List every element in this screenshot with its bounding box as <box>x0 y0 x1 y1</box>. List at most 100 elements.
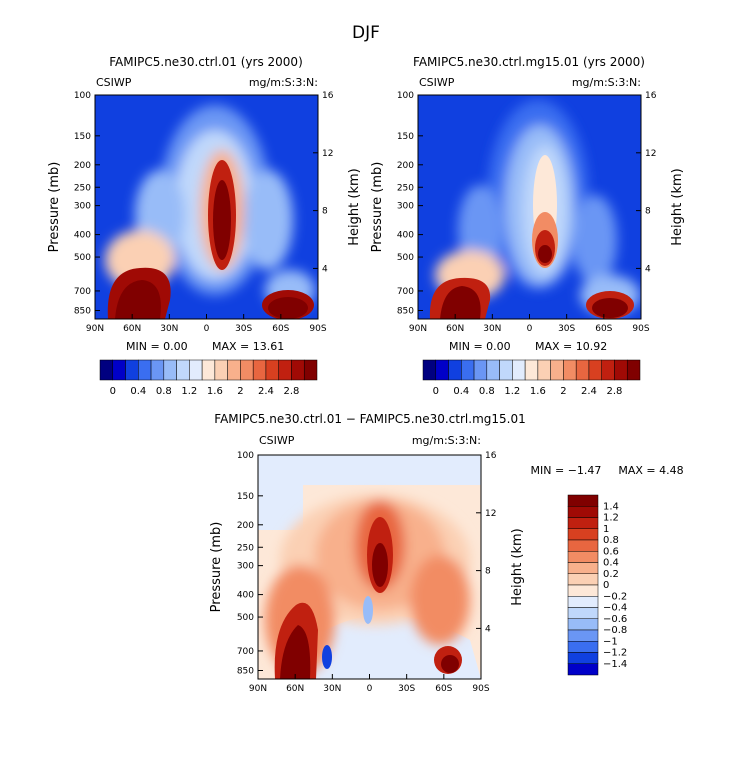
x-tick-label: 60S <box>435 684 452 694</box>
y-tick-label: 500 <box>237 613 254 623</box>
y-tick-label: 100 <box>74 91 91 101</box>
colorbar-tick-label: 2.4 <box>258 386 274 397</box>
y-tick-label: 400 <box>237 591 254 601</box>
colorbar-tick-label: −0.6 <box>603 614 627 625</box>
colorbar-swatch <box>138 359 152 381</box>
colorbar-tick-label: 0 <box>110 386 116 397</box>
x-tick-label: 30S <box>398 684 415 694</box>
panel-3-colorbar: 1.41.210.80.60.40.20−0.2−0.4−0.6−0.8−1−1… <box>567 494 627 676</box>
colorbar-swatch <box>303 359 318 381</box>
y-tick-label: 700 <box>397 287 414 297</box>
colorbar-swatch <box>550 359 564 381</box>
x-tick-label: 60S <box>595 324 612 334</box>
colorbar-swatch <box>567 494 599 507</box>
x-tick-label: 60N <box>446 324 464 334</box>
colorbar-swatch <box>99 359 114 381</box>
colorbar-swatch <box>537 359 551 381</box>
colorbar-swatch <box>575 359 590 381</box>
y2-tick-label: 16 <box>645 91 657 101</box>
colorbar-swatch <box>567 596 599 608</box>
colorbar-tick-label: 2 <box>237 386 243 397</box>
colorbar-tick-label: −0.2 <box>603 591 627 602</box>
y2-tick-label: 8 <box>485 567 491 577</box>
colorbar-swatch <box>461 359 475 381</box>
y-tick-label: 850 <box>237 666 254 676</box>
panel-2-title: FAMIPC5.ne30.ctrl.mg15.01 (yrs 2000) <box>413 55 645 69</box>
y-tick-label: 700 <box>74 287 91 297</box>
colorbar-swatch <box>567 584 599 597</box>
colorbar-swatch <box>125 359 139 381</box>
colorbar-swatch <box>163 359 177 381</box>
colorbar-tick-label: 1.6 <box>207 386 223 397</box>
colorbar-swatch <box>567 663 599 676</box>
colorbar-swatch <box>567 506 599 518</box>
colorbar-tick-label: 0 <box>603 580 609 591</box>
panel-3-units: mg/m:S:3:N: <box>412 434 481 447</box>
colorbar-swatch <box>112 359 126 381</box>
colorbar-swatch <box>614 359 628 381</box>
colorbar-swatch <box>240 359 254 381</box>
y-tick-label: 100 <box>397 91 414 101</box>
y2-tick-label: 4 <box>645 264 651 274</box>
panel-2-y2label: Height (km) <box>670 168 685 245</box>
colorbar-tick-label: 0.2 <box>603 569 619 580</box>
colorbar-swatch <box>567 539 599 552</box>
y2-tick-label: 12 <box>485 509 496 519</box>
colorbar-swatch <box>626 359 641 381</box>
panel-3: FAMIPC5.ne30.ctrl.01 − FAMIPC5.ne30.ctrl… <box>209 412 684 694</box>
colorbar-tick-label: 1.2 <box>603 513 619 524</box>
colorbar-tick-label: −1 <box>603 636 618 647</box>
colorbar-swatch <box>252 359 267 381</box>
panel-3-ylabel: Pressure (mb) <box>209 522 224 613</box>
colorbar-swatch <box>291 359 305 381</box>
colorbar-tick-label: 1.2 <box>181 386 197 397</box>
y-tick-label: 150 <box>237 492 254 502</box>
panel-2: FAMIPC5.ne30.ctrl.mg15.01 (yrs 2000) CSI… <box>370 55 685 397</box>
panel-1-colorbar: 0 0.4 0.8 1.2 1.6 2 2.4 2.8 <box>99 359 318 397</box>
x-tick-label: 30N <box>323 684 341 694</box>
y2-tick-label: 4 <box>322 264 328 274</box>
colorbar-swatch <box>524 359 539 381</box>
colorbar-tick-label: 0.4 <box>453 386 469 397</box>
panel-1-axes: 90N 60N 30N 0 30S 60S 90S 100 150 200 250 300 400 500… <box>74 91 334 334</box>
panel-2-variable: CSIWP <box>419 76 455 89</box>
colorbar-swatch <box>512 359 526 381</box>
colorbar-swatch <box>265 359 279 381</box>
colorbar-tick-label: −0.4 <box>603 603 627 614</box>
colorbar-tick-label: 2.8 <box>607 386 623 397</box>
colorbar-swatch <box>227 359 241 381</box>
colorbar-swatch <box>601 359 615 381</box>
y2-tick-label: 12 <box>322 149 333 159</box>
x-tick-label: 60S <box>272 324 289 334</box>
y-tick-label: 200 <box>74 161 91 171</box>
panel-2-units: mg/m:S:3:N: <box>572 76 641 89</box>
colorbar-swatch <box>567 573 599 586</box>
colorbar-swatch <box>588 359 602 381</box>
colorbar-tick-label: 0.6 <box>603 546 619 557</box>
colorbar-swatch <box>150 359 165 381</box>
panel-1-min: MIN = 0.00 <box>126 340 188 353</box>
colorbar-swatch <box>201 359 216 381</box>
x-tick-label: 90S <box>472 684 489 694</box>
colorbar-tick-label: −0.8 <box>603 625 627 636</box>
y-tick-label: 200 <box>397 161 414 171</box>
colorbar-swatch <box>563 359 577 381</box>
panel-1-title: FAMIPC5.ne30.ctrl.01 (yrs 2000) <box>109 55 303 69</box>
colorbar-swatch <box>435 359 449 381</box>
y2-tick-label: 12 <box>645 149 656 159</box>
x-tick-label: 30N <box>483 324 501 334</box>
y-tick-label: 250 <box>397 183 414 193</box>
colorbar-tick-label: 2.8 <box>284 386 300 397</box>
colorbar-tick-label: 2 <box>560 386 566 397</box>
y2-tick-label: 16 <box>485 451 497 461</box>
x-tick-label: 60N <box>123 324 141 334</box>
x-tick-label: 30S <box>235 324 252 334</box>
colorbar-swatch <box>567 551 599 563</box>
colorbar-tick-label: 0.8 <box>603 535 619 546</box>
panel-1: FAMIPC5.ne30.ctrl.01 (yrs 2000) CSIWP mg… <box>47 55 362 397</box>
y-tick-label: 150 <box>397 132 414 142</box>
x-tick-label: 90N <box>249 684 267 694</box>
x-tick-label: 30N <box>160 324 178 334</box>
colorbar-tick-label: 1 <box>603 524 609 535</box>
